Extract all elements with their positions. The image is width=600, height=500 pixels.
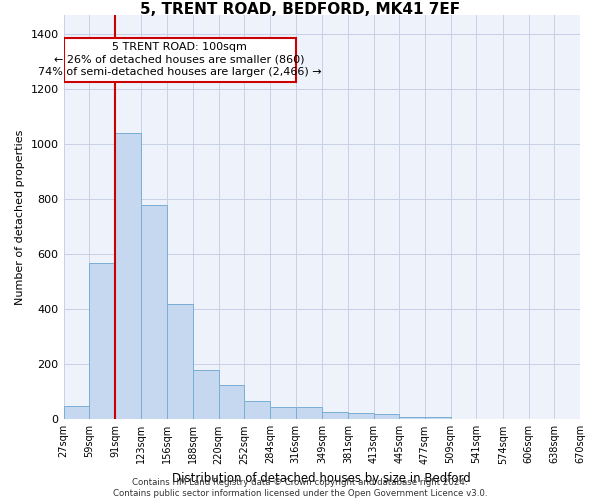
Bar	[399, 416, 425, 420]
Bar	[115, 134, 140, 420]
Y-axis label: Number of detached properties: Number of detached properties	[15, 130, 25, 305]
Bar	[244, 402, 270, 419]
Text: 5 TRENT ROAD: 100sqm: 5 TRENT ROAD: 100sqm	[112, 42, 247, 52]
X-axis label: Distribution of detached houses by size in Bedford: Distribution of detached houses by size …	[172, 472, 471, 485]
Bar	[270, 407, 296, 420]
Bar	[374, 414, 399, 420]
Bar	[218, 385, 244, 420]
Bar	[89, 262, 115, 420]
Bar	[140, 205, 167, 420]
Text: Contains HM Land Registry data © Crown copyright and database right 2024.
Contai: Contains HM Land Registry data © Crown c…	[113, 478, 487, 498]
Bar	[322, 412, 348, 420]
Text: 5, TRENT ROAD, BEDFORD, MK41 7EF: 5, TRENT ROAD, BEDFORD, MK41 7EF	[140, 2, 460, 18]
FancyBboxPatch shape	[64, 38, 296, 82]
Bar	[296, 407, 322, 420]
Bar	[348, 414, 374, 420]
Text: 74% of semi-detached houses are larger (2,466) →: 74% of semi-detached houses are larger (…	[38, 67, 322, 77]
Bar	[425, 416, 451, 420]
Bar	[193, 370, 218, 420]
Text: ← 26% of detached houses are smaller (860): ← 26% of detached houses are smaller (86…	[55, 54, 305, 64]
Bar	[167, 304, 193, 420]
Bar	[64, 406, 89, 419]
